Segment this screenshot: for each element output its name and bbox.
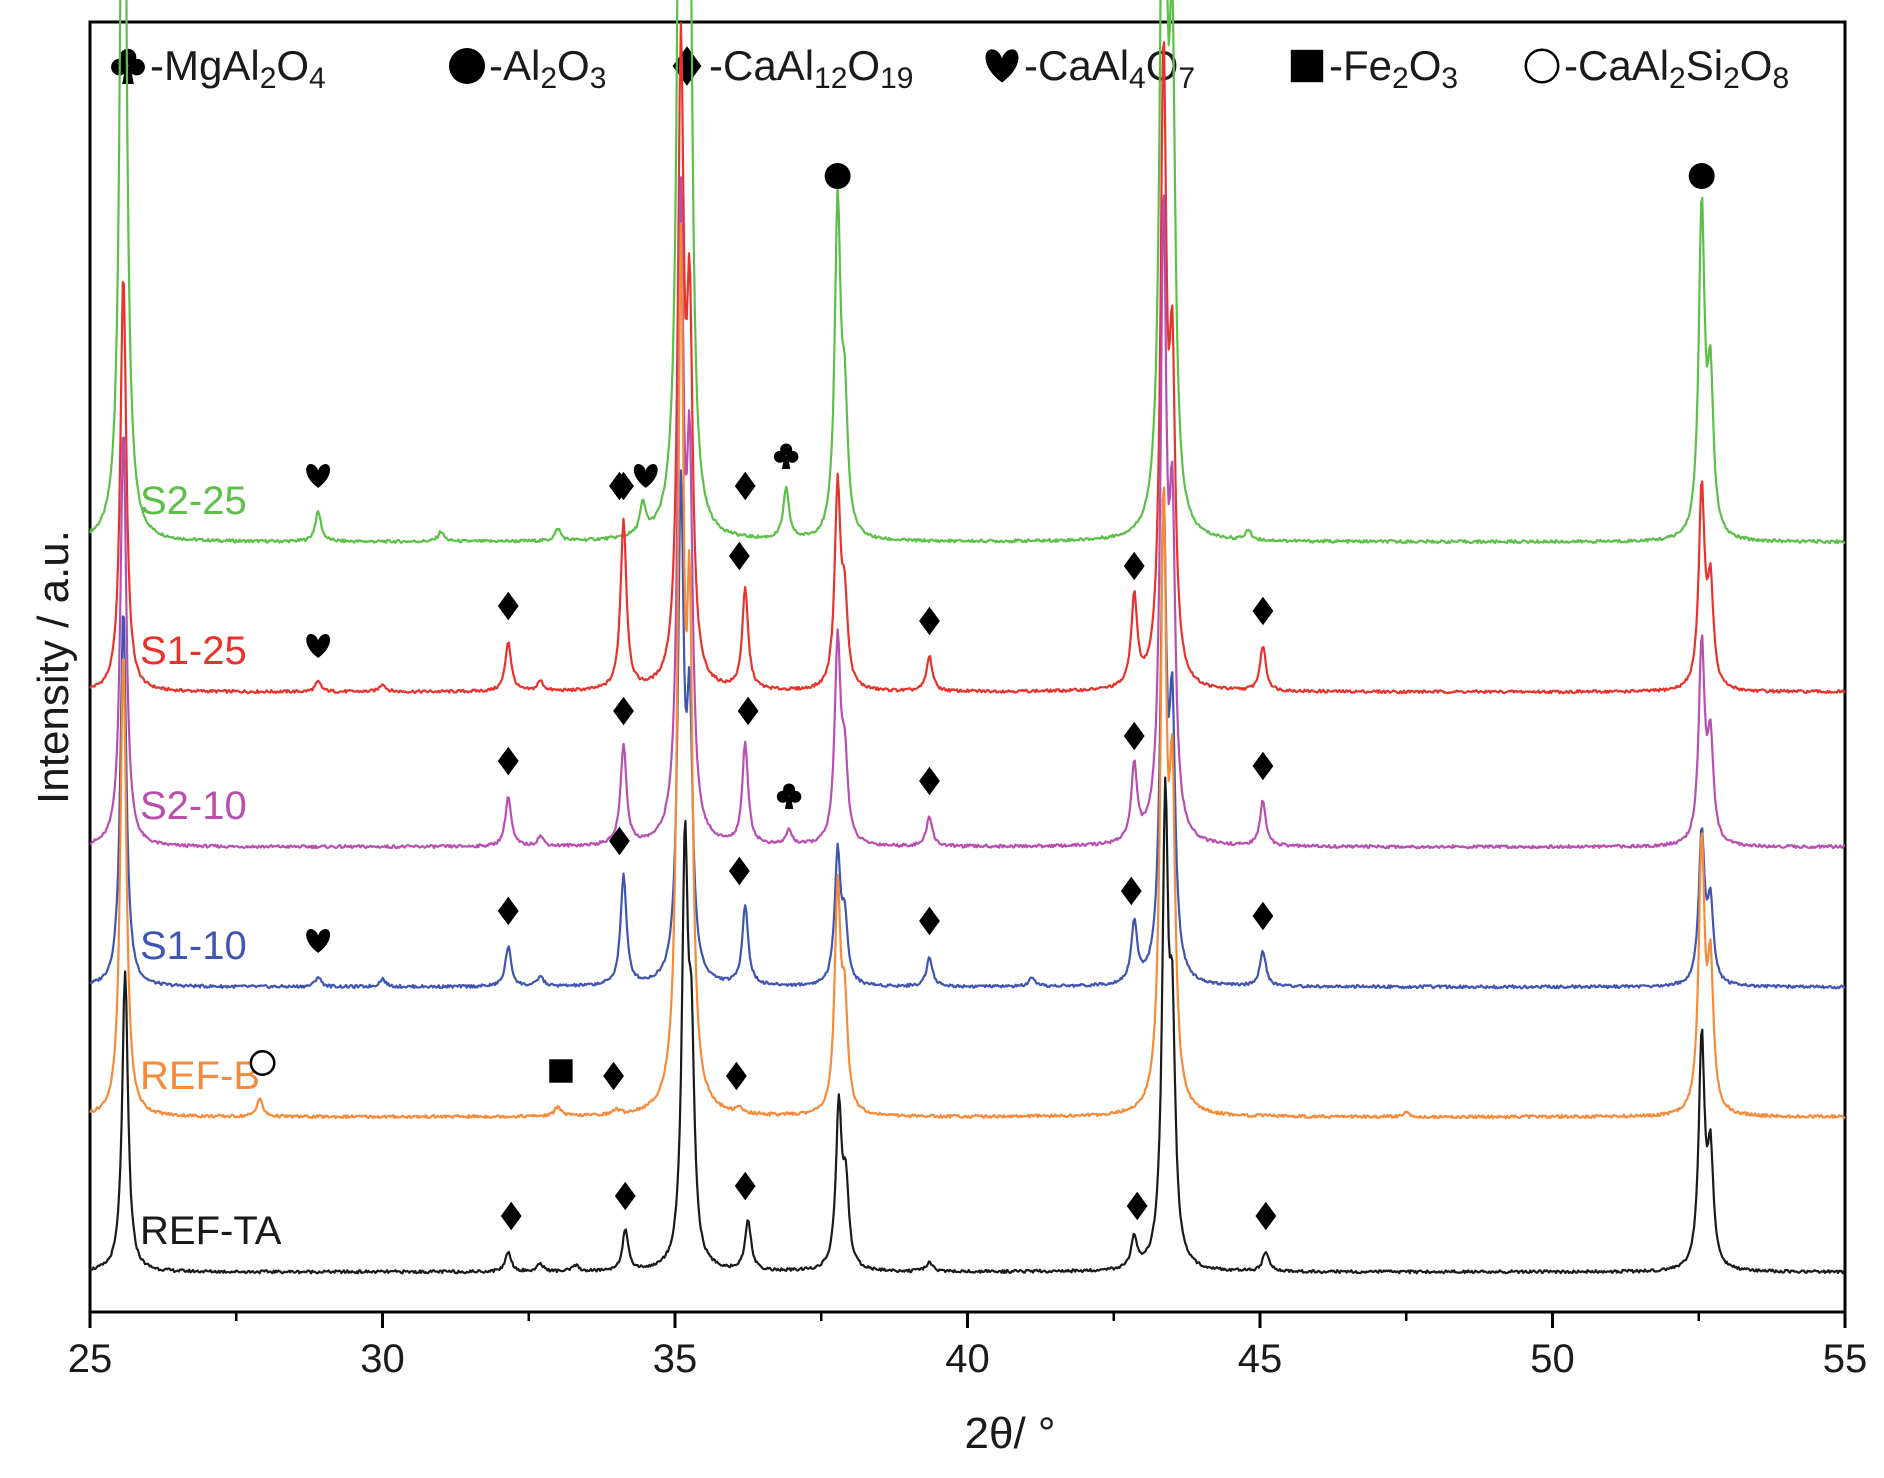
series-label: S1-25 [140, 629, 247, 673]
club-lobe-right [786, 450, 799, 463]
diamond-marker-icon [726, 1061, 747, 1091]
x-tick-label: 40 [945, 1337, 990, 1381]
diamond-marker-icon [734, 1171, 756, 1201]
heart-marker-icon [306, 634, 331, 658]
series-line [88, 0, 1846, 545]
x-tick-label: 55 [1823, 1337, 1868, 1381]
diamond-marker-icon [1252, 751, 1274, 781]
circle-open-marker-icon [1524, 48, 1560, 84]
legend-item: -MgAl2O4 [111, 42, 326, 95]
legend-label: -CaAl4O7 [1024, 42, 1195, 95]
heart-marker-icon [633, 464, 658, 488]
diamond-marker-icon [609, 826, 630, 856]
heart-marker-icon [985, 49, 1019, 83]
series-group: S1-25 [89, 22, 1846, 695]
club-stem [781, 456, 791, 469]
diamond-marker-icon [1120, 876, 1142, 906]
legend: -MgAl2O4 -Al2O3 -CaAl12O19 -CaAl4O7 -Fe2O3 -C… [111, 42, 1789, 95]
series-label: REF-B [140, 1054, 260, 1098]
diamond-marker-icon [919, 766, 940, 796]
heart-marker-icon [306, 464, 331, 488]
series-line [89, 222, 1846, 1120]
club-stem [784, 796, 794, 809]
series-layer: S2-25 S1-25 S2-10 S1-10 REF-B REF-TA [88, 0, 1846, 1275]
diamond-marker-icon [497, 896, 519, 926]
club-lobe-left [776, 790, 789, 803]
series-label: REF-TA [140, 1209, 282, 1253]
legend-item: -CaAl12O19 [672, 42, 913, 95]
legend-item: -Al2O3 [449, 42, 606, 95]
square-marker-icon [549, 1059, 573, 1083]
club-marker-icon [776, 783, 802, 809]
legend-item: -CaAl2Si2O8 [1524, 42, 1789, 95]
diamond-marker-icon [1123, 551, 1145, 581]
diamond-marker-icon [613, 471, 634, 501]
legend-item: -Fe2O3 [1290, 42, 1458, 95]
diamond-marker-icon [728, 541, 750, 571]
legend-label: -Fe2O3 [1329, 42, 1458, 95]
x-tick-label: 30 [360, 1337, 405, 1381]
series-label: S2-25 [140, 479, 247, 523]
diamond-marker-icon [919, 906, 940, 936]
x-axis: 25 30 35 40 45 50 55 [68, 1312, 1868, 1381]
diamond-marker-icon [737, 696, 759, 726]
heart-marker-icon [306, 929, 331, 953]
diamond-marker-icon [1126, 1191, 1148, 1221]
series-group: REF-TA [89, 776, 1846, 1275]
y-axis-label: Intensity / a.u. [29, 530, 78, 804]
diamond-marker-icon [728, 856, 750, 886]
diamond-marker-icon [613, 696, 634, 726]
x-tick-label: 45 [1238, 1337, 1283, 1381]
diamond-marker-icon [1252, 901, 1274, 931]
series-group: S2-10 [89, 176, 1846, 850]
circle-filled-marker-icon [824, 163, 851, 189]
diamond-marker-icon [603, 1061, 624, 1091]
x-tick-label: 35 [653, 1337, 698, 1381]
circle-filled-marker-icon [1688, 163, 1715, 189]
diamond-marker-icon [497, 746, 519, 776]
circle-open-marker-icon [249, 1050, 276, 1076]
diamond-marker-icon [919, 606, 940, 636]
x-tick-label: 50 [1530, 1337, 1575, 1381]
legend-label: -MgAl2O4 [150, 42, 326, 95]
series-label: S2-10 [140, 784, 247, 828]
series-label: S1-10 [140, 924, 247, 968]
diamond-marker-icon [1252, 596, 1274, 626]
diamond-marker-icon [1123, 721, 1145, 751]
legend-label: -CaAl2Si2O8 [1564, 42, 1789, 95]
series-group: REF-B [89, 222, 1846, 1120]
legend-label: -Al2O3 [489, 42, 606, 95]
series-group: S1-10 [89, 469, 1846, 990]
x-tick-label: 25 [68, 1337, 113, 1381]
club-lobe-right [128, 58, 145, 76]
diamond-marker-icon [500, 1201, 522, 1231]
club-lobe-right [789, 790, 802, 803]
series-line [89, 22, 1846, 695]
x-axis-label: 2θ/ ° [965, 1409, 1056, 1458]
club-lobe-left [773, 450, 786, 463]
plot-frame [88, 20, 1847, 1314]
series-line [89, 469, 1846, 990]
diamond-marker-icon [614, 1181, 636, 1211]
diamond-marker-icon [497, 591, 519, 621]
circle-filled-marker-icon [449, 48, 485, 84]
club-marker-icon [773, 443, 799, 469]
series-line [89, 176, 1846, 850]
legend-label: -CaAl12O19 [709, 42, 913, 95]
series-line [89, 776, 1846, 1275]
legend-item: -CaAl4O7 [985, 42, 1195, 95]
diamond-marker-icon [734, 471, 756, 501]
diamond-marker-icon [1255, 1201, 1277, 1231]
square-marker-icon [1290, 49, 1324, 83]
